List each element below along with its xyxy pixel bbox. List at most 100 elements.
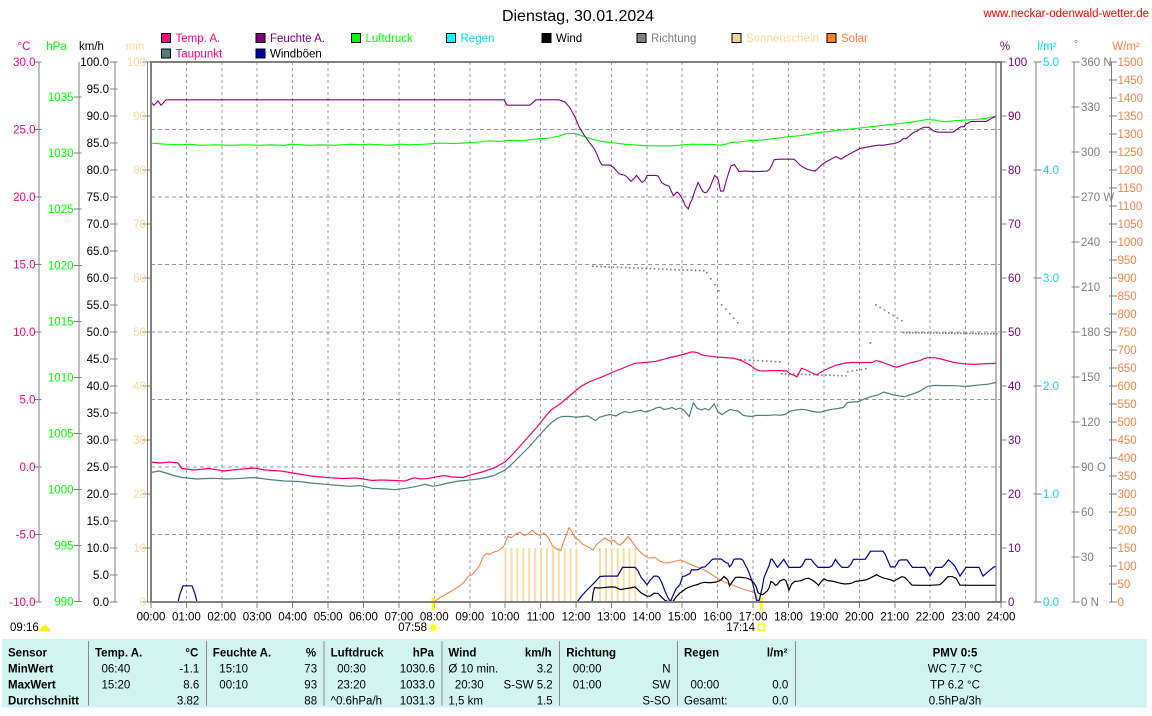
svg-text:1.5: 1.5 <box>537 696 553 708</box>
svg-text:30: 30 <box>133 435 146 447</box>
svg-text:1.0: 1.0 <box>1043 489 1059 501</box>
svg-text:04:00: 04:00 <box>278 612 307 624</box>
svg-text:50: 50 <box>133 327 146 339</box>
svg-text:65.0: 65.0 <box>87 246 109 258</box>
svg-text:S-SW 5.2: S-SW 5.2 <box>503 680 552 692</box>
svg-text:300: 300 <box>1118 489 1137 501</box>
svg-text:90 O: 90 O <box>1081 462 1106 474</box>
svg-text:01:00: 01:00 <box>172 612 201 624</box>
svg-text:70: 70 <box>1008 219 1021 231</box>
svg-text:MaxWert: MaxWert <box>8 680 56 692</box>
svg-text:40.0: 40.0 <box>87 381 109 393</box>
svg-text:Sensor: Sensor <box>8 648 48 660</box>
svg-text:15:10: 15:10 <box>219 664 248 676</box>
svg-text:00:00: 00:00 <box>691 680 720 692</box>
svg-text:WC 7.7 °C: WC 7.7 °C <box>928 664 982 676</box>
svg-text:°: ° <box>1074 39 1079 51</box>
svg-text:17:00: 17:00 <box>739 612 768 624</box>
svg-text:1025: 1025 <box>48 204 74 216</box>
svg-text:08:00: 08:00 <box>420 612 449 624</box>
svg-text:1020: 1020 <box>48 260 74 272</box>
svg-text:600: 600 <box>1118 381 1137 393</box>
svg-text:03:00: 03:00 <box>243 612 272 624</box>
svg-text:10.0: 10.0 <box>13 327 35 339</box>
svg-text:25.0: 25.0 <box>13 125 35 137</box>
svg-text:500: 500 <box>1118 417 1137 429</box>
svg-text:270 W: 270 W <box>1081 192 1114 204</box>
svg-text:-1.1: -1.1 <box>179 664 199 676</box>
svg-text:14:00: 14:00 <box>632 612 661 624</box>
svg-text:Richtung: Richtung <box>566 648 616 660</box>
svg-text:2.0: 2.0 <box>1043 381 1059 393</box>
svg-text:90: 90 <box>1008 111 1021 123</box>
svg-text:Sonnenschein: Sonnenschein <box>746 33 819 45</box>
svg-text:22:00: 22:00 <box>916 612 945 624</box>
svg-text:%: % <box>306 648 316 660</box>
svg-text:0.0: 0.0 <box>1043 597 1059 609</box>
svg-text:Dienstag, 30.01.2024: Dienstag, 30.01.2024 <box>502 8 654 25</box>
svg-text:20.0: 20.0 <box>87 489 109 501</box>
svg-text:950: 950 <box>1118 255 1137 267</box>
svg-text:N: N <box>662 664 670 676</box>
svg-text:100: 100 <box>1118 561 1137 573</box>
svg-text:88: 88 <box>304 696 317 708</box>
svg-text:1200: 1200 <box>1118 165 1144 177</box>
svg-text:100: 100 <box>127 57 146 69</box>
svg-text:07:58: 07:58 <box>398 622 427 634</box>
svg-text:0 N: 0 N <box>1081 597 1099 609</box>
svg-text:60: 60 <box>1081 507 1094 519</box>
svg-text:240: 240 <box>1081 237 1100 249</box>
svg-text:330: 330 <box>1081 102 1100 114</box>
svg-text:35.0: 35.0 <box>87 408 109 420</box>
svg-text:93: 93 <box>304 680 317 692</box>
svg-text:02:00: 02:00 <box>207 612 236 624</box>
svg-text:00:00: 00:00 <box>137 612 166 624</box>
svg-text:1100: 1100 <box>1118 201 1143 213</box>
svg-text:1450: 1450 <box>1118 75 1144 87</box>
svg-text:60: 60 <box>1008 273 1021 285</box>
svg-text:°C: °C <box>185 648 198 660</box>
svg-text:SW: SW <box>652 680 671 692</box>
svg-text:10:00: 10:00 <box>491 612 520 624</box>
svg-text:10.0: 10.0 <box>87 543 109 555</box>
svg-text:400: 400 <box>1118 453 1137 465</box>
svg-text:20: 20 <box>133 489 146 501</box>
svg-text:20.0: 20.0 <box>13 192 35 204</box>
svg-text:1400: 1400 <box>1118 93 1144 105</box>
svg-text:09:00: 09:00 <box>455 612 484 624</box>
svg-text:30: 30 <box>1081 552 1094 564</box>
svg-text:20: 20 <box>1008 489 1021 501</box>
svg-text:1030: 1030 <box>48 148 74 160</box>
svg-text:W/m²: W/m² <box>1112 41 1140 53</box>
svg-text:100.0: 100.0 <box>80 57 109 69</box>
svg-text:3.2: 3.2 <box>537 664 553 676</box>
svg-text:3.0: 3.0 <box>1043 273 1059 285</box>
svg-text:20:00: 20:00 <box>845 612 874 624</box>
svg-text:12:00: 12:00 <box>562 612 591 624</box>
svg-text:150: 150 <box>1081 372 1100 384</box>
svg-text:0.5hPa/3h: 0.5hPa/3h <box>929 696 981 708</box>
svg-text:PMV 0:5: PMV 0:5 <box>933 648 978 660</box>
svg-text:16:00: 16:00 <box>703 612 732 624</box>
svg-text:MinWert: MinWert <box>8 664 53 676</box>
svg-text:1031.3: 1031.3 <box>400 696 435 708</box>
svg-text:15:20: 15:20 <box>102 680 131 692</box>
svg-text:1015: 1015 <box>48 316 74 328</box>
svg-text:21:00: 21:00 <box>880 612 909 624</box>
svg-text:800: 800 <box>1118 309 1137 321</box>
svg-text:15.0: 15.0 <box>87 516 109 528</box>
svg-text:Temp. A.: Temp. A. <box>95 648 142 660</box>
svg-text:1000: 1000 <box>1118 237 1144 249</box>
svg-text:450: 450 <box>1118 435 1137 447</box>
svg-text:Feuchte A.: Feuchte A. <box>270 33 325 45</box>
svg-text:19:00: 19:00 <box>810 612 839 624</box>
svg-text:1005: 1005 <box>48 429 74 441</box>
svg-text:1300: 1300 <box>1118 129 1144 141</box>
svg-text:Temp. A.: Temp. A. <box>176 33 221 45</box>
svg-text:60: 60 <box>133 273 146 285</box>
svg-text:Ø 10 min.: Ø 10 min. <box>448 664 498 676</box>
svg-text:1150: 1150 <box>1118 183 1143 195</box>
svg-text:Wind: Wind <box>448 648 476 660</box>
svg-text:550: 550 <box>1118 399 1137 411</box>
svg-text:Luftdruck: Luftdruck <box>366 33 414 45</box>
